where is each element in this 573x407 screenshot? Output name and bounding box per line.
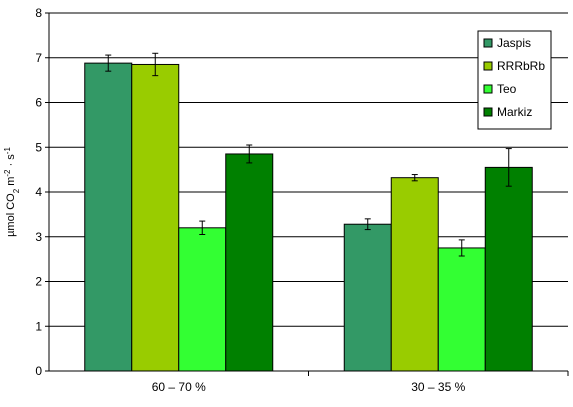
x-tick-label: 60 – 70 % (152, 380, 206, 394)
legend: Jaspis RRRbRb Teo Markiz (477, 30, 552, 130)
legend-swatch (483, 38, 493, 48)
x-tick-label: 30 – 35 % (411, 380, 465, 394)
y-tick-label: 3 (35, 230, 42, 244)
y-tick-label: 7 (35, 51, 42, 65)
y-tick-label: 0 (35, 364, 42, 378)
bars (84, 62, 533, 372)
bar (84, 62, 133, 372)
error-bars (105, 52, 512, 257)
y-tick-label: 2 (35, 275, 42, 289)
y-axis-label: µmol CO2 m-2 · s-1 (3, 147, 21, 237)
y-tick-label: 1 (35, 319, 42, 333)
legend-label: RRRbRb (497, 59, 545, 73)
bar (484, 166, 533, 372)
bar (131, 63, 180, 372)
y-axis: 0 1 2 3 4 5 6 7 8 (35, 6, 50, 378)
legend-swatch (483, 107, 493, 117)
y-tick-label: 6 (35, 96, 42, 110)
legend-label: Teo (497, 82, 517, 96)
y-tick-label: 8 (35, 6, 42, 20)
legend-label: Jaspis (497, 36, 531, 50)
y-tick-label: 4 (35, 185, 42, 199)
y-tick-label: 5 (35, 140, 42, 154)
legend-swatch (483, 84, 493, 94)
legend-swatch (483, 61, 493, 71)
bar (225, 153, 274, 372)
bar (390, 177, 439, 372)
bar (343, 223, 392, 372)
bar (437, 247, 486, 372)
bar (178, 227, 227, 372)
legend-label: Markiz (497, 105, 532, 119)
